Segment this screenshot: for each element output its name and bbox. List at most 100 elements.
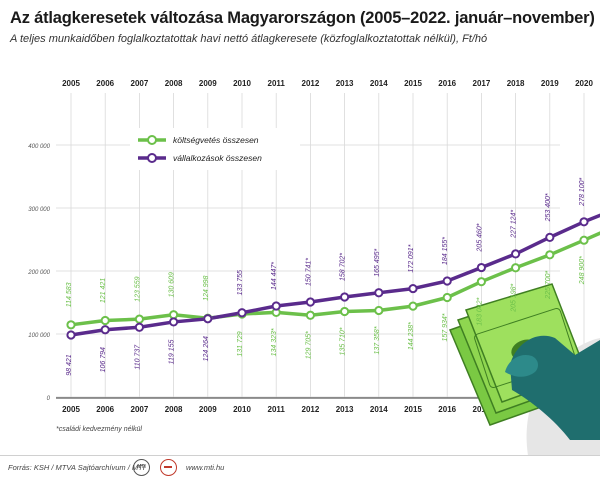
x-tick-label-top: 2005 [62,79,80,88]
x-tick-label-bottom: 2006 [96,405,114,414]
data-point [442,276,452,286]
x-tick-label-top: 2014 [370,79,388,88]
data-point [579,235,589,245]
data-point [545,250,555,260]
x-tick-label-top: 2016 [438,79,456,88]
data-point [510,249,521,259]
x-tick-label-bottom: 2014 [370,405,388,414]
data-label: 205 198* [511,283,518,312]
legend-swatch-marker [147,153,157,163]
data-point [66,330,76,340]
data-point [476,277,486,287]
data-label: 144 447* [271,262,278,290]
x-tick-label-bottom: 2011 [268,405,286,414]
x-tick-label-bottom: 2013 [336,405,354,414]
data-label: 131 729 [237,331,244,356]
hand-holding-money-icon [448,283,600,455]
x-tick-label-top: 2017 [473,79,491,88]
mti-logo-icon: MTI [133,459,150,476]
x-tick-label-bottom: 2008 [165,405,183,414]
data-label: 165 495* [374,248,381,276]
data-point [340,292,350,302]
footer-divider [0,455,600,456]
data-label: 227 124* [511,210,518,239]
x-tick-label-top: 2018 [507,79,525,88]
x-tick-label-top: 2008 [165,79,183,88]
data-point [271,301,281,311]
x-tick-label-bottom: 2015 [404,405,422,414]
data-point [374,288,384,298]
x-tick-label-top: 2011 [268,79,286,88]
data-label: 172 091* [408,244,415,272]
data-point [100,315,110,326]
data-label: 130 609 [169,272,176,297]
x-tick-label-bottom: 2016 [438,405,456,414]
data-label: 253 400* [545,193,552,222]
data-point [169,317,179,327]
data-label: 225 700* [545,271,552,300]
series-lines [66,213,600,340]
data-label: 114 583 [66,282,73,307]
legend-label: költségvetés összesen [173,135,259,145]
y-tick-label: 400 000 [28,144,50,150]
data-point [134,314,144,324]
x-tick-label-top: 2009 [199,79,217,88]
data-point [305,297,315,307]
data-label: 137 358* [374,326,381,354]
chart-grid [56,93,585,399]
data-point [305,310,315,320]
data-label: 144 238* [408,322,415,350]
data-label: 135 710* [340,327,347,355]
x-tick-label-bottom: 2009 [199,405,217,414]
data-label: 248 900* [579,256,586,285]
data-point [203,314,213,324]
data-label: 183 042* [476,297,483,325]
data-point [237,308,247,318]
data-label: 133 755 [237,270,244,295]
y-tick-label: 100 000 [28,333,50,339]
data-point [340,306,350,317]
y-tick-label: 0 [47,396,51,402]
chart-legend: költségvetés összesen vállalkozások össze… [130,128,300,170]
data-point [408,301,418,311]
x-tick-label-bottom: 2005 [62,405,80,414]
legend-swatch-marker [147,135,157,145]
data-label: 129 705* [305,331,312,359]
data-label: 158 702* [340,253,347,281]
data-label: 110 737 [134,344,141,370]
data-label: 124 998 [203,275,210,300]
x-tick-label-bottom: 2007 [131,405,149,414]
data-label: 157 934* [442,313,449,341]
website-link[interactable]: www.mti.hu [186,463,225,472]
series-line-business [70,213,600,337]
x-tick-label-top: 2013 [336,79,354,88]
footnote: *családi kedvezmény nélkül [56,426,142,433]
data-point [442,292,452,303]
data-point [100,325,110,335]
data-point [579,217,589,227]
data-label: 98 421 [66,354,73,376]
x-tick-label-top: 2006 [96,79,114,88]
x-tick-label-bottom: 2017 [473,405,491,414]
x-tick-label-top: 2012 [302,79,320,88]
y-axis: 0 100 000 200 000 300 000 400 000 [27,144,50,402]
source-text: Forrás: KSH / MTVA Sajtóarchívum / MTI [8,463,145,472]
data-label: 124 264 [203,336,210,361]
x-tick-label-top: 2019 [541,79,559,88]
data-point [545,232,555,242]
data-label: 123 559 [134,276,141,301]
data-label: 134 323* [271,328,278,356]
data-point [408,283,418,294]
data-point [66,320,76,330]
legend-label: vállalkozások összesen [173,153,262,163]
data-label: 106 794 [100,347,107,372]
data-label: 150 741* [305,258,312,286]
x-tick-label-top: 2007 [131,79,149,88]
data-point [476,262,486,273]
y-tick-label: 300 000 [28,207,50,213]
data-label: 121 421 [100,278,107,303]
data-label: 184 155* [442,237,449,265]
page-subtitle: A teljes munkaidőben foglalkoztatottak h… [10,33,488,45]
